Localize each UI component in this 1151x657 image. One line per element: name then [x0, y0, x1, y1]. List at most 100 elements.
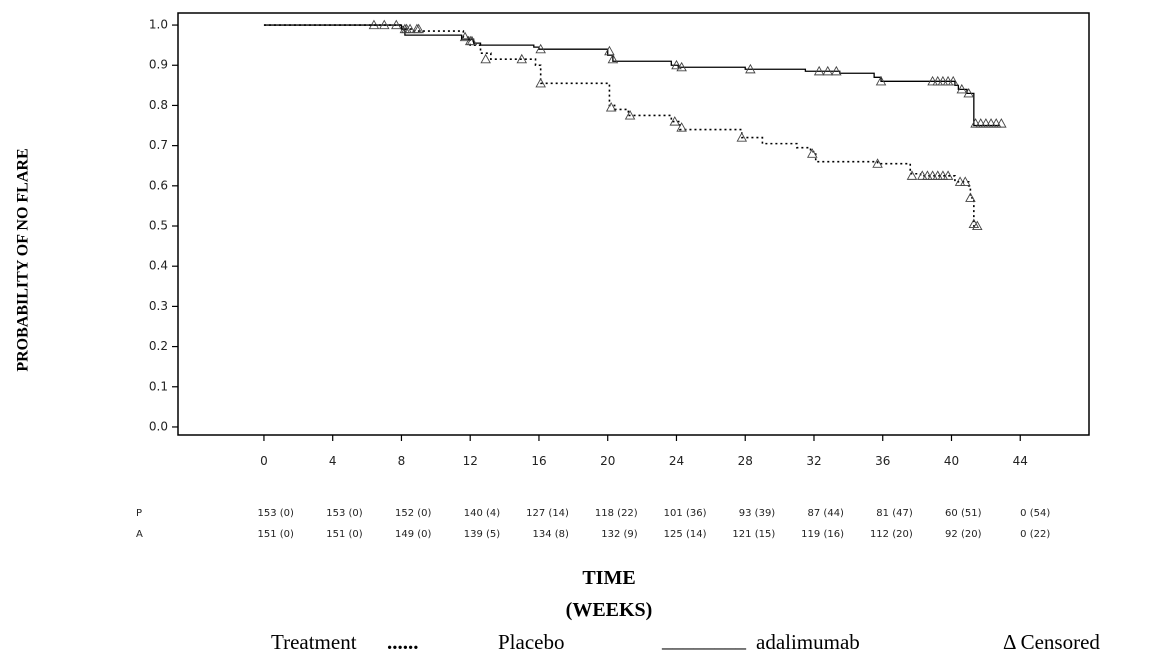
y-axis-ticks: 0.0 0.1 0.2 0.3 0.4 0.5 0.6 0.7 0.8 0.9 1.0	[149, 18, 178, 433]
y-tick-label: 0.5	[149, 219, 168, 233]
x-axis-label-line-1: TIME	[582, 567, 635, 589]
risk-table: P 153 (0) 153 (0) 152 (0) 140 (4) 127 (14) 118…	[136, 508, 1050, 540]
legend-dotted-marker: ......	[387, 630, 419, 654]
y-tick-label: 0.0	[149, 419, 168, 433]
risk-cell: 119 (16)	[801, 529, 844, 540]
censor-mark	[947, 75, 959, 86]
censor-mark	[378, 19, 390, 30]
risk-cell: 0 (54)	[1020, 508, 1050, 519]
censor-mark	[932, 170, 944, 180]
censor-mark	[676, 61, 687, 72]
risk-cell: 149 (0)	[395, 529, 432, 540]
legend: Treatment ...... Placebo ________ adalim…	[271, 628, 1100, 654]
censor-mark	[480, 53, 491, 64]
censor-mark	[927, 170, 938, 180]
censor-mark	[535, 77, 546, 88]
legend-adalimumab-label: adalimumab	[756, 630, 860, 654]
censor-mark	[906, 170, 918, 180]
censor-mark	[996, 118, 1007, 128]
censor-mark	[959, 176, 971, 186]
censor-mark	[942, 75, 954, 86]
censor-mark	[669, 116, 681, 126]
censor-mark	[942, 170, 954, 180]
y-axis-label: PROBABILITY OF NO FLARE	[15, 148, 32, 371]
step-line	[263, 24, 978, 227]
x-tick-label: 8	[398, 454, 406, 468]
censor-mark	[917, 170, 928, 180]
risk-cell: 132 (9)	[601, 529, 638, 540]
censor-mark	[972, 220, 983, 231]
censor-mark	[990, 118, 1002, 128]
censor-mark	[980, 118, 992, 128]
risk-cell: 153 (0)	[326, 508, 363, 519]
censor-mark	[391, 19, 402, 30]
censor-mark	[975, 118, 986, 128]
censor-mark	[401, 23, 412, 34]
x-tick-label: 4	[329, 454, 337, 468]
risk-cell: 125 (14)	[664, 529, 707, 540]
y-tick-label: 0.3	[149, 299, 168, 313]
risk-cell: 151 (0)	[258, 529, 295, 540]
censor-mark	[937, 170, 949, 180]
censor-mark	[604, 45, 615, 56]
censor-mark	[411, 23, 423, 34]
y-tick-label: 0.7	[149, 138, 168, 152]
censor-mark	[806, 148, 818, 158]
censor-mark	[970, 118, 981, 128]
censor-mark	[466, 35, 478, 46]
risk-cell: 92 (20)	[945, 529, 982, 540]
x-axis-ticks: 0 4 8 12 16 20 24 28 32 36 40 44	[260, 435, 1028, 468]
risk-cell: 87 (44)	[808, 508, 845, 519]
y-tick-label: 0.2	[149, 339, 168, 353]
y-tick-label: 0.1	[149, 379, 168, 393]
censor-mark	[535, 43, 546, 54]
x-tick-label: 16	[531, 454, 546, 468]
risk-cell: 127 (14)	[526, 508, 569, 519]
risk-cell: 81 (47)	[876, 508, 913, 519]
risk-cell: 0 (22)	[1020, 529, 1050, 540]
series-placebo	[263, 19, 983, 231]
legend-censored-label: Δ Censored	[1003, 630, 1100, 654]
risk-cell: 153 (0)	[258, 508, 295, 519]
censor-mark	[937, 75, 949, 86]
legend-treatment-label: Treatment	[271, 630, 357, 654]
risk-cell: 101 (36)	[664, 508, 707, 519]
risk-cell: 118 (22)	[595, 508, 638, 519]
y-tick-label: 0.4	[149, 259, 168, 273]
y-tick-label: 0.9	[149, 58, 168, 72]
censor-mark	[831, 65, 842, 76]
censor-mark	[736, 132, 748, 142]
y-tick-label: 0.8	[149, 98, 168, 112]
risk-cell: 140 (4)	[464, 508, 501, 519]
y-tick-label: 1.0	[149, 18, 168, 32]
risk-row-label: A	[136, 529, 143, 540]
risk-row-label: P	[136, 508, 142, 519]
risk-cell: 60 (51)	[945, 508, 982, 519]
x-tick-label: 28	[738, 454, 753, 468]
risk-cell: 93 (39)	[739, 508, 776, 519]
risk-cell: 121 (15)	[732, 529, 775, 540]
censor-mark	[813, 65, 825, 76]
series-adalimumab	[263, 19, 1007, 128]
legend-placebo-label: Placebo	[498, 630, 564, 654]
censor-mark	[676, 122, 687, 132]
censor-mark	[624, 110, 636, 120]
censor-mark	[985, 118, 997, 128]
x-tick-label: 44	[1013, 454, 1028, 468]
x-tick-label: 32	[806, 454, 821, 468]
censor-mark	[607, 53, 619, 64]
censor-mark	[965, 192, 976, 202]
step-line	[263, 24, 1000, 127]
legend-solid-marker: ________	[661, 628, 747, 652]
risk-cell: 152 (0)	[395, 508, 432, 519]
risk-cell: 139 (5)	[464, 529, 501, 540]
risk-cell: 151 (0)	[326, 529, 363, 540]
censor-mark	[963, 87, 974, 98]
risk-cell: 112 (20)	[870, 529, 913, 540]
censor-mark	[932, 75, 944, 86]
x-tick-label: 24	[669, 454, 684, 468]
censor-mark	[875, 75, 887, 86]
censor-mark	[872, 158, 883, 168]
censor-mark	[927, 75, 938, 86]
